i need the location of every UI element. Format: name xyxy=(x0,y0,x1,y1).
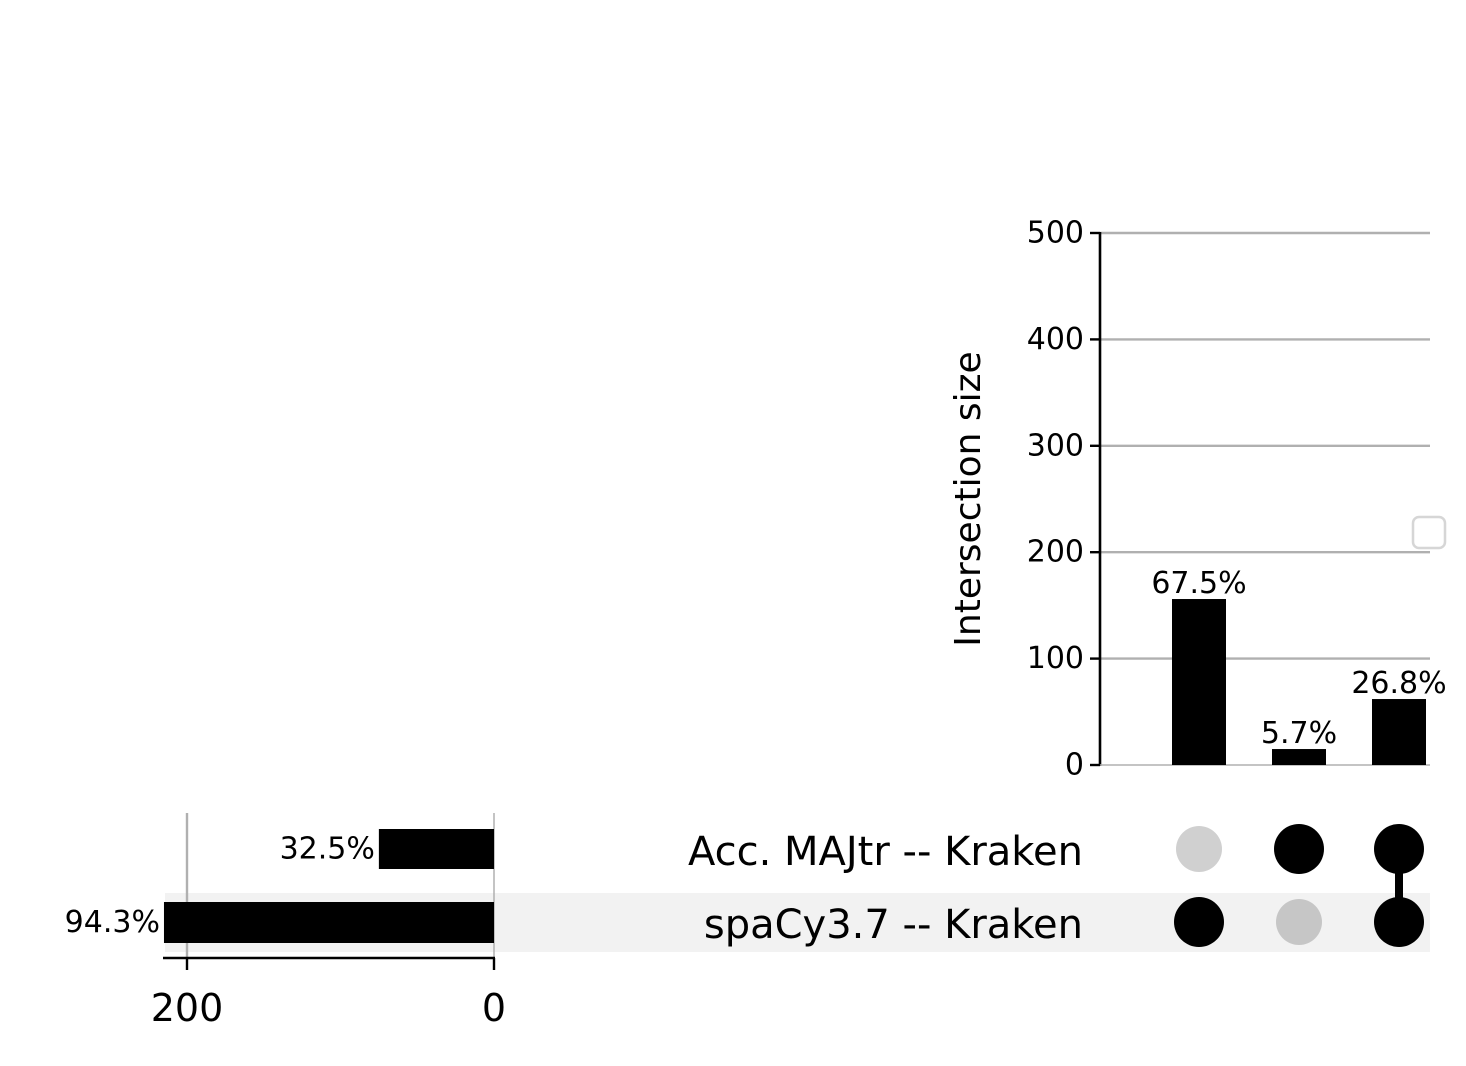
y-tick-label: 200 xyxy=(1027,535,1084,570)
matrix-dot-inactive xyxy=(1176,826,1222,872)
y-tick-label: 400 xyxy=(1027,322,1084,357)
legend-box xyxy=(1411,515,1447,550)
y-tick-label: 500 xyxy=(1027,216,1084,251)
y-tick-label: 300 xyxy=(1027,428,1084,463)
intersection-size-chart: 0 100 200 300 400 500 Intersection size 67.5% 5.… xyxy=(948,216,1447,783)
intersection-bar xyxy=(1272,749,1326,765)
y-tick-label: 100 xyxy=(1027,641,1084,676)
matrix-dot-active xyxy=(1174,897,1224,947)
y-tick-label: 0 xyxy=(1065,748,1084,783)
set-size-bar xyxy=(378,829,494,869)
set-size-chart: 200 0 32.5% 94.3% xyxy=(65,813,506,1030)
matrix-dot-active xyxy=(1374,897,1424,947)
y-axis-title: Intersection size xyxy=(948,351,989,646)
intersection-bar-label: 67.5% xyxy=(1151,566,1246,601)
matrix-dot-active xyxy=(1274,824,1324,874)
set-label: spaCy3.7 -- Kraken xyxy=(704,902,1083,948)
matrix-dot-active xyxy=(1374,824,1424,874)
x-tick-label: 200 xyxy=(151,986,224,1030)
intersection-bar-label: 26.8% xyxy=(1351,666,1446,701)
intersection-bar-label: 5.7% xyxy=(1261,716,1337,751)
set-size-bar-label: 32.5% xyxy=(280,832,375,867)
set-size-bar-label: 94.3% xyxy=(65,905,160,940)
x-tick-label: 0 xyxy=(482,986,506,1030)
intersection-bar xyxy=(1372,699,1426,765)
set-size-bar xyxy=(163,902,494,943)
matrix-dot-inactive xyxy=(1276,899,1322,945)
intersection-bar xyxy=(1172,599,1226,765)
set-label: Acc. MAJtr -- Kraken xyxy=(688,829,1083,875)
